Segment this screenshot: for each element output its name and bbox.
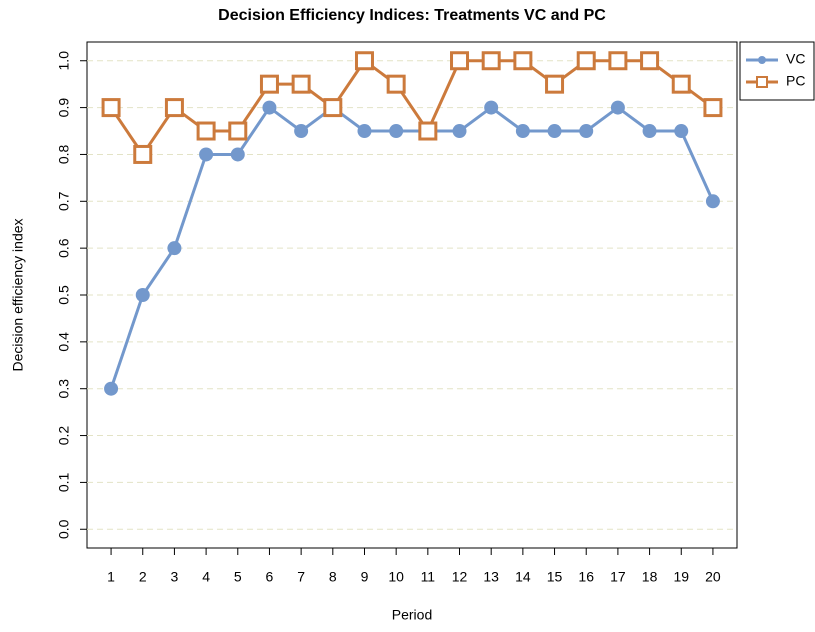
x-tick-label: 16 [578, 569, 594, 585]
point [354, 51, 374, 71]
x-tick-label: 14 [515, 569, 531, 585]
point [101, 98, 121, 118]
y-tick-label: 0.1 [56, 472, 72, 492]
x-tick-label: 10 [388, 569, 404, 585]
point [230, 147, 245, 162]
x-tick-label: 12 [452, 569, 468, 585]
legend-marker [758, 56, 766, 64]
y-tick-label: 0.0 [56, 519, 72, 539]
y-tick-label: 0.6 [56, 238, 72, 258]
x-tick-label: 2 [139, 569, 147, 585]
x-tick-label: 8 [329, 569, 337, 585]
point [389, 124, 404, 139]
point [450, 51, 470, 71]
point [642, 124, 657, 139]
legend-box [739, 41, 815, 101]
point [228, 121, 248, 141]
chart-title: Decision Efficiency Indices: Treatments … [218, 7, 606, 24]
x-tick-label: 9 [361, 569, 369, 585]
x-tick-label: 1 [107, 569, 115, 585]
point [135, 288, 150, 302]
x-tick-label: 20 [705, 569, 721, 585]
point [323, 98, 343, 118]
point [515, 124, 530, 139]
point [104, 381, 119, 396]
point [674, 124, 689, 139]
point [386, 74, 406, 94]
point [703, 98, 723, 118]
point [545, 74, 565, 94]
y-axis-label: Decision efficiency index [10, 218, 26, 371]
point [671, 74, 691, 94]
y-tick-label: 0.4 [56, 332, 72, 352]
point [576, 51, 596, 71]
x-tick-label: 11 [421, 569, 436, 585]
point [196, 121, 216, 141]
y-tick-label: 0.7 [56, 191, 72, 211]
point [262, 100, 277, 115]
point [164, 98, 184, 118]
x-tick-label: 4 [202, 569, 210, 585]
y-tick-label: 0.8 [56, 145, 72, 165]
point [291, 74, 311, 94]
point [640, 51, 660, 71]
legend-label: PC [786, 73, 805, 89]
legend-marker [756, 76, 768, 88]
point [452, 124, 467, 139]
point [608, 51, 628, 71]
x-tick-label: 18 [642, 569, 658, 585]
y-tick-label: 0.3 [56, 379, 72, 399]
point [610, 100, 625, 115]
x-axis-label: Period [392, 607, 432, 623]
x-tick-label: 13 [483, 569, 499, 585]
point [259, 74, 279, 94]
point [357, 124, 372, 139]
point [513, 51, 533, 71]
point [133, 144, 153, 164]
point [484, 100, 499, 115]
point [481, 51, 501, 71]
legend-label: VC [786, 51, 805, 67]
x-tick-label: 6 [266, 569, 274, 585]
point [294, 124, 309, 139]
point [579, 124, 594, 139]
x-tick-label: 19 [673, 569, 689, 585]
point [418, 121, 438, 141]
y-tick-label: 0.5 [56, 285, 72, 305]
x-tick-label: 5 [234, 569, 242, 585]
y-tick-label: 1.0 [56, 51, 72, 71]
point [167, 241, 182, 256]
x-tick-label: 7 [297, 569, 305, 585]
x-tick-label: 17 [610, 569, 626, 585]
y-tick-label: 0.2 [56, 426, 72, 446]
point [199, 147, 214, 162]
x-tick-label: 3 [171, 569, 179, 585]
y-tick-label: 0.9 [56, 98, 72, 118]
point [547, 124, 562, 139]
x-tick-label: 15 [547, 569, 563, 585]
point [705, 194, 720, 209]
